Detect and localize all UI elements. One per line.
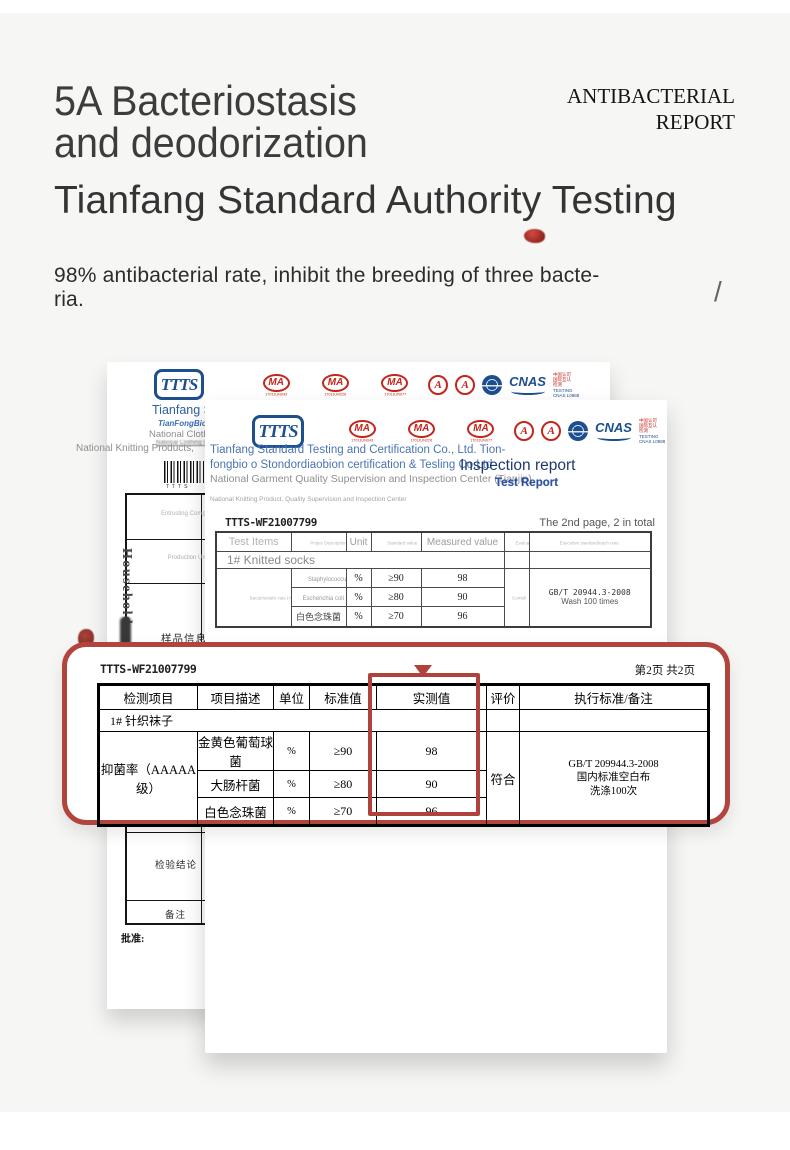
cal-badge-icon: A xyxy=(428,375,449,395)
brand-script: TianFongBioo Si xyxy=(158,419,222,428)
ma-badge-icon: MA 17011UN043 xyxy=(250,373,302,397)
page-title-line2: and deodorization xyxy=(54,118,368,166)
test-results-table-cn: 检测项目 项目描述 单位 标准值 实测值 评价 执行标准/备注 1# 针织袜子 … xyxy=(97,683,710,827)
org-line-small: National Clothing Qual xyxy=(156,440,217,446)
antibacterial-report-line2: REPORT xyxy=(655,109,735,134)
col-test-item: 检测项目 xyxy=(98,684,198,710)
form-line xyxy=(127,832,281,833)
form-line xyxy=(127,539,281,540)
antibacterial-report-label: ANTIBACTERIAL REPORT xyxy=(567,84,735,135)
org-line: National Clothing Quality xyxy=(149,429,254,440)
page-description-line2: ria. xyxy=(54,288,84,311)
table-header-row: Test Items Projec Description Unit Stand… xyxy=(215,531,652,552)
test-results-table-en: Test Items Projec Description Unit Stand… xyxy=(215,531,652,628)
col-standard: Standard value xyxy=(370,531,422,552)
col-test-items: Test Items xyxy=(215,531,292,552)
ma-badge-icon: MA 17011UN043 xyxy=(336,419,388,443)
executive-standard-cell: GB/T 20944.3-2008 Wash 100 times xyxy=(528,568,652,627)
barcode xyxy=(164,461,204,483)
page-description-line1: 98% antibacterial rate, inhibit the bree… xyxy=(54,264,600,287)
table-row: 白色念珠菌 % ≥70 96 xyxy=(216,606,651,627)
form-row-label: Entrusting Company/Address xyxy=(160,511,240,517)
table-section-row: 1# Knitted socks xyxy=(215,551,652,569)
antibacterial-report-line1: ANTIBACTERIAL xyxy=(567,84,735,108)
cnas-caption: 中国认可 国际互认 检测 TESTING CNAS L0888 xyxy=(552,371,580,398)
group-label: 抑菌率（AAAAA级） xyxy=(98,731,198,826)
evaluation-cell: Compli xyxy=(503,568,530,627)
col-measured: Measured value xyxy=(420,531,505,552)
executive-standard-cell: GB/T 209944.3-2008 国内标准空白布 洗涤100次 xyxy=(519,731,709,826)
arrow-marker-icon xyxy=(414,665,432,677)
test-report-subtitle: Test Report xyxy=(495,477,559,489)
accreditation-badges-row: MA 17011UN043 MA 17011UN226 MA 17011UN07… xyxy=(336,418,692,444)
smudge-mark xyxy=(120,617,131,651)
inspection-center-line: National Garment Quality Supervision and… xyxy=(210,472,532,485)
ma-badge-icon: MA 17011UN077 xyxy=(369,373,421,397)
cnas-swoosh-icon xyxy=(510,388,545,395)
col-standard: 标准值 xyxy=(309,684,377,710)
section-label: 1# Knitted socks xyxy=(215,551,505,569)
report-number: TTTS-WF21007799 xyxy=(225,516,317,529)
col-desc: Projec Description xyxy=(290,531,347,552)
form-row-label: 样品信息 xyxy=(161,634,207,645)
approve-label: 批准: xyxy=(121,934,145,945)
col-desc: 项目描述 xyxy=(197,684,274,710)
col-eval: Evaluation xyxy=(503,531,530,552)
group-label: Bacteriostatic rate (AAAAA level) xyxy=(215,568,292,627)
cnas-swoosh-icon xyxy=(596,434,631,441)
slash-mark: / xyxy=(714,276,722,307)
table-row: Bacteriostatic rate (AAAAA level) Staphy… xyxy=(215,568,652,627)
ilac-globe-icon xyxy=(482,375,503,395)
ma-badge-icon: MA 17011UN226 xyxy=(309,373,361,397)
form-row-label: 检验结论 xyxy=(155,861,198,871)
measured-value-highlight xyxy=(368,673,480,816)
form-row-label: 备注 xyxy=(165,911,187,921)
page-subtitle: Tianfang Standard Authority Testing xyxy=(54,179,677,222)
company-name-line1: Tianfang Standard Testing and Certificat… xyxy=(210,444,506,456)
col-exec: Executive standard/each note xyxy=(528,531,652,552)
form-line xyxy=(127,900,281,901)
table-row: 大肠杆菌 % ≥80 90 xyxy=(99,770,709,798)
col-unit: Unit xyxy=(345,531,372,552)
ttts-logo: TTTS xyxy=(252,415,304,448)
form-row-label: Production Unit/Address xyxy=(167,555,233,561)
accreditation-badges-row: MA 17011UN043 MA 17011UN226 MA 17011UN07… xyxy=(250,372,606,398)
inspection-report-title: Inspection report xyxy=(460,457,576,474)
col-exec: 执行标准/备注 xyxy=(519,684,709,710)
col-unit: 单位 xyxy=(273,684,310,710)
ma-badge-icon: MA 17011UN226 xyxy=(395,419,447,443)
org-line-overflow: National Knitting Products, xyxy=(76,443,194,454)
page-title-line1: 5A Bacteriostasis xyxy=(54,77,357,124)
table-row: 白色念珠菌 % ≥70 96 xyxy=(99,797,709,826)
cal-badge-icon: A xyxy=(541,421,562,441)
cal-badge-icon: A xyxy=(455,375,476,395)
cnas-logo: CNAS xyxy=(509,375,546,395)
page-description: 98% antibacterial rate, inhibit the bree… xyxy=(54,264,600,312)
col-measured: 实测值 xyxy=(376,684,487,710)
form-line xyxy=(127,583,281,584)
report-number: TTTS-WF21007799 xyxy=(100,662,197,676)
ttts-logo: TTTS xyxy=(154,369,204,400)
cnas-logo: CNAS xyxy=(595,421,632,441)
col-eval: 评价 xyxy=(486,684,520,710)
company-name-line2: fongbio o Stondordiaobion certification … xyxy=(210,458,493,471)
page-note: The 2nd page, 2 in total xyxy=(539,517,655,529)
table-header-row: 检测项目 项目描述 单位 标准值 实测值 评价 执行标准/备注 xyxy=(98,684,709,710)
inspection-center-small: National Knitting Product. Quality Super… xyxy=(210,496,407,503)
ilac-globe-icon xyxy=(568,421,589,441)
ma-badge-icon: MA 17011UN077 xyxy=(455,419,507,443)
evaluation-cell: 符合 xyxy=(486,731,520,826)
barcode-caption: TTTS xyxy=(166,484,191,490)
cal-badge-icon: A xyxy=(514,421,535,441)
page-note-cn: 第2页 共2页 xyxy=(634,665,695,677)
cnas-caption: 中国认可 国际互认 检测 TESTING CNAS L0888 xyxy=(638,417,666,444)
page-title: 5A Bacteriostasis and deodorization xyxy=(54,80,368,163)
household-watermark: Household xyxy=(119,548,134,626)
highlight-callout: TTTS-WF21007799 第2页 共2页 检测项目 项目描述 单位 标准值… xyxy=(62,642,730,827)
red-dot-icon xyxy=(524,229,545,243)
